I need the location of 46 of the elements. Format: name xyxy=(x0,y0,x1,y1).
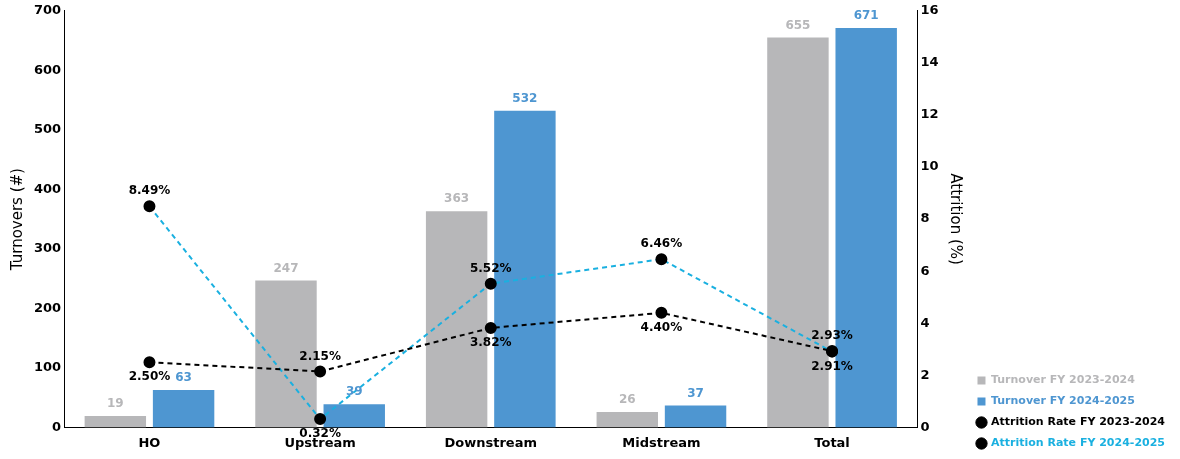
y2-axis-title: Attrition (%) xyxy=(946,173,965,265)
legend-label: Turnover FY 2023-2024 xyxy=(990,373,1136,387)
y2-tick-label: 0 xyxy=(920,418,930,434)
y-axis-title: Turnovers (#) xyxy=(7,168,26,272)
y2-tick-label: 8 xyxy=(920,210,930,226)
data-label: 247 xyxy=(273,260,299,275)
data-label: 5.52% xyxy=(469,260,512,275)
y-tick-label: 700 xyxy=(34,2,62,18)
legend-label: Attrition Rate FY 2024-2025 xyxy=(990,436,1166,450)
x-tick-label: HO xyxy=(138,434,161,450)
data-label: 2.93% xyxy=(811,328,853,343)
y-tick-label: 0 xyxy=(52,418,62,434)
x-tick-label: Midstream xyxy=(622,434,701,450)
data-label: 8.49% xyxy=(128,183,171,198)
y-tick-label: 500 xyxy=(34,121,62,137)
y-tick-label: 200 xyxy=(34,299,62,315)
data-label: 63 xyxy=(175,370,192,385)
y2-tick-label: 14 xyxy=(920,54,939,70)
data-label: 26 xyxy=(618,392,636,407)
data-label: 6.46% xyxy=(640,236,683,251)
y-tick-label: 100 xyxy=(34,359,62,375)
data-label: 671 xyxy=(853,8,879,23)
data-label: 37 xyxy=(687,385,704,400)
data-label: 2.91% xyxy=(811,358,853,373)
y2-tick-label: 4 xyxy=(920,314,930,330)
y2-tick-label: 16 xyxy=(920,2,939,18)
data-label: 19 xyxy=(106,396,124,411)
data-label: 39 xyxy=(345,384,363,399)
y2-tick-label: 2 xyxy=(920,366,930,382)
legend-label: Turnover FY 2024-2025 xyxy=(990,394,1135,408)
y-tick-label: 400 xyxy=(34,180,62,196)
data-label: 532 xyxy=(512,90,538,105)
data-label: 3.82% xyxy=(469,335,512,350)
data-label: 4.40% xyxy=(640,319,683,334)
y2-tick-label: 6 xyxy=(920,262,930,278)
data-label: 2.15% xyxy=(299,348,341,363)
legend-label: Attrition Rate FY 2023-2024 xyxy=(990,415,1166,429)
data-label: 363 xyxy=(444,191,470,206)
x-tick-label: Downstream xyxy=(444,434,538,450)
y-tick-label: 600 xyxy=(34,61,62,77)
y2-tick-label: 10 xyxy=(920,158,939,174)
data-label: 2.50% xyxy=(128,369,171,384)
x-tick-label: Total xyxy=(814,434,850,450)
data-label: 655 xyxy=(785,17,811,32)
y-tick-label: 300 xyxy=(34,240,62,256)
y2-tick-label: 12 xyxy=(920,106,939,122)
